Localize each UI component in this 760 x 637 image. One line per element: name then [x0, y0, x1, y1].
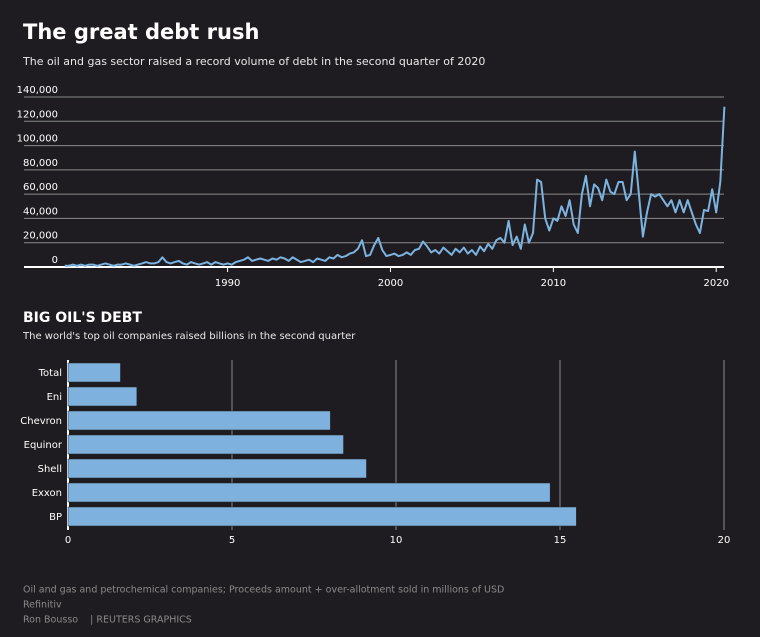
- x-tick-label: 10: [390, 535, 403, 546]
- y-tick-label: 40,000: [23, 206, 58, 217]
- bar-subtitle: The world's top oil companies raised bil…: [22, 331, 356, 342]
- y-tick-label: 120,000: [17, 109, 58, 120]
- x-tick-label: 1990: [215, 278, 240, 289]
- y-tick-label: Exxon: [32, 488, 62, 499]
- bar: [67, 386, 138, 407]
- y-tick-label: 140,000: [17, 85, 58, 96]
- footer: Ron Bousso | REUTERS GRAPHICS: [23, 615, 192, 626]
- bar: [67, 482, 551, 503]
- y-tick-label: Equinor: [24, 440, 63, 451]
- x-tick-label: 2000: [378, 278, 403, 289]
- chart-title: The great debt rush: [23, 20, 259, 44]
- y-tick-label: Shell: [38, 464, 62, 475]
- y-tick-label: 60,000: [23, 182, 58, 193]
- x-tick-label: 15: [554, 535, 567, 546]
- bar: [67, 506, 577, 527]
- bar: [67, 458, 367, 479]
- y-tick-label: Total: [38, 368, 62, 379]
- data-line: [64, 106, 726, 267]
- x-tick-label: 5: [229, 535, 235, 546]
- bar: [67, 434, 344, 455]
- y-tick-label: 20,000: [23, 231, 58, 242]
- y-tick-label: Eni: [47, 392, 62, 403]
- y-tick-label: Chevron: [20, 416, 62, 427]
- bar: [67, 410, 331, 431]
- bar-title: BIG OIL'S DEBT: [23, 310, 142, 326]
- footer: Oil and gas and petrochemical companies;…: [23, 585, 504, 596]
- x-tick-label: 20: [718, 535, 731, 546]
- y-tick-label: 100,000: [17, 134, 58, 145]
- x-tick-label: 0: [65, 535, 71, 546]
- footer: Refinitiv: [23, 600, 62, 611]
- y-tick-label: BP: [49, 512, 62, 523]
- chart-subtitle: The oil and gas sector raised a record v…: [22, 55, 485, 68]
- y-tick-label: 0: [52, 255, 58, 266]
- bar: [67, 362, 121, 383]
- x-tick-label: 2020: [704, 278, 729, 289]
- y-tick-label: 80,000: [23, 158, 58, 169]
- x-tick-label: 2010: [541, 278, 566, 289]
